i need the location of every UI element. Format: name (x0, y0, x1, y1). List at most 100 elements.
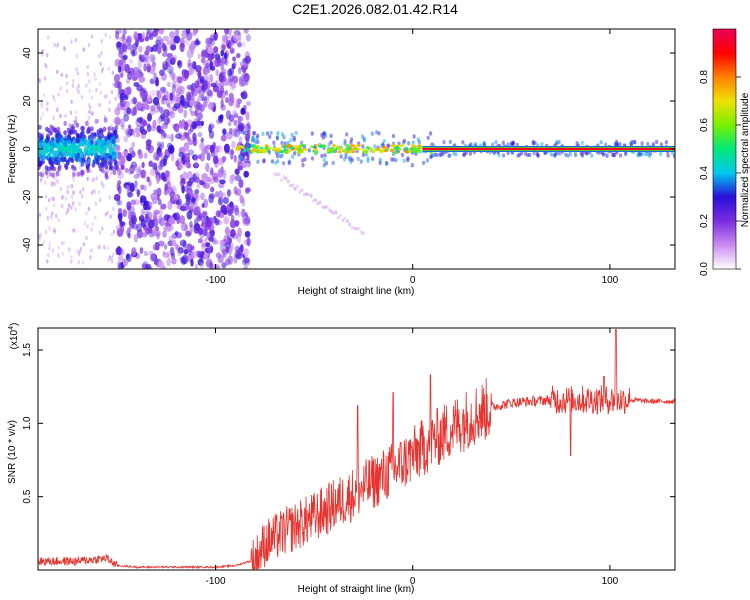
spectrogram-cell (143, 63, 147, 72)
spectrogram-cell (483, 142, 487, 147)
spectrogram-cell (442, 140, 446, 145)
spectrogram-cell (210, 186, 215, 193)
spectrogram-cell (111, 158, 114, 163)
spectrogram-cell (230, 148, 234, 156)
spectrogram-cell (76, 172, 79, 177)
spectrogram-cell (106, 245, 110, 251)
spectrogram-cell (338, 147, 343, 151)
spectrogram-cell (71, 164, 75, 170)
spectrogram-cell (365, 146, 370, 150)
spectrogram-cell (411, 144, 415, 147)
spectrogram-cell (112, 130, 117, 136)
spectrogram-cell (169, 31, 176, 41)
spectrogram-cell (71, 148, 76, 154)
spectrogram-cell (104, 153, 109, 159)
spectrogram-cell (78, 249, 81, 254)
spectrogram-cell (244, 230, 251, 238)
spectrogram-cell (243, 170, 249, 178)
spectrogram-cell (301, 163, 305, 168)
spectrogram-cell (133, 32, 139, 39)
spectrogram-cell (127, 227, 132, 233)
spectrogram-cell (215, 210, 221, 218)
spectrogram-cell (162, 35, 170, 42)
spectrogram-cell (152, 29, 159, 37)
spectrogram-cell (43, 76, 47, 81)
spectrogram-cell (213, 46, 219, 54)
spectrogram-cell (56, 136, 61, 142)
spectrogram-cell (38, 237, 42, 242)
spectrogram-cell (42, 240, 46, 245)
spectrogram-cell (46, 107, 49, 112)
spectrogram-cell (393, 151, 398, 155)
spectrogram-cell (207, 67, 211, 73)
spectrogram-cell (636, 151, 641, 156)
spectrogram-cell (207, 258, 213, 264)
spectrogram-cell (251, 144, 256, 148)
spectrogram-cell (164, 170, 171, 178)
spectrogram-cell (139, 91, 146, 99)
spectrogram-cell (98, 139, 102, 145)
spectrogram-cell (230, 96, 235, 104)
spectrogram-cell (54, 151, 59, 157)
spectrogram-cell (41, 112, 44, 117)
spectrogram-cell (183, 97, 190, 108)
spectrogram-cell (215, 145, 220, 153)
spectrogram-cell (234, 220, 239, 228)
spectrogram-cell (233, 33, 240, 43)
spectrogram-cell (74, 228, 77, 233)
spectrogram-cell (231, 140, 236, 149)
spectrogram-cell (322, 157, 326, 163)
spectrogram-cell (87, 126, 91, 132)
spectrogram-cell (163, 115, 170, 125)
spectrogram-cell (206, 38, 213, 45)
spectrogram-cell (194, 109, 199, 117)
spectrogram-cell (197, 132, 203, 138)
spectrogram-cell (52, 166, 56, 172)
spectrogram-cell (350, 225, 354, 230)
spectrogram-cell (43, 93, 46, 98)
spectrogram-cell (145, 45, 152, 53)
spectrogram-cell (95, 88, 98, 93)
spectrogram-cell (40, 101, 43, 106)
spectrogram-cell (251, 148, 256, 152)
spectrogram-cell (53, 42, 56, 48)
spectrogram-cell (108, 155, 113, 161)
spectrogram-cell (217, 190, 223, 200)
spectrogram-cell (300, 188, 304, 192)
spectrogram-cell (110, 256, 114, 261)
spectrogram-cell (171, 257, 177, 265)
spectrogram-cell (173, 102, 181, 109)
spectrogram-cell (104, 173, 109, 179)
spectrogram-cell (243, 248, 249, 258)
spectrogram-cell (63, 120, 67, 126)
spectrogram-cell (193, 100, 201, 110)
spectrogram-cell (66, 127, 71, 133)
spectrogram-cell (171, 252, 176, 260)
spectrogram-cell (153, 72, 157, 80)
spectrogram-cell (77, 260, 81, 265)
spectrogram-cell (44, 149, 48, 155)
spectrogram-cell (331, 149, 336, 153)
spectrogram-cell (150, 192, 157, 201)
spectrogram-cell (81, 157, 86, 164)
spectrogram-cell (327, 208, 331, 212)
spectrogram-cell (156, 187, 162, 197)
spectrogram-cell (134, 71, 141, 79)
spectrogram-cell (49, 165, 53, 171)
spectrogram-cell (72, 200, 75, 206)
spectrogram-cell (170, 133, 174, 143)
spectrogram-cell (89, 169, 92, 174)
spectrogram-cell (245, 33, 251, 42)
spectrogram-cell (136, 189, 140, 198)
spectrogram-cell (242, 130, 246, 135)
spectrogram-cell (170, 44, 177, 51)
spectrogram-cell (111, 154, 116, 160)
spectrogram-cell (103, 145, 108, 151)
spectrogram-cell (166, 134, 171, 140)
spectrogram-cell (76, 249, 79, 254)
spectrogram-cell (208, 129, 215, 139)
spectrogram-cell (57, 217, 60, 223)
spectrogram-cell (71, 174, 75, 179)
spectrogram-cell (230, 229, 236, 238)
spectrogram-cell (78, 127, 81, 133)
